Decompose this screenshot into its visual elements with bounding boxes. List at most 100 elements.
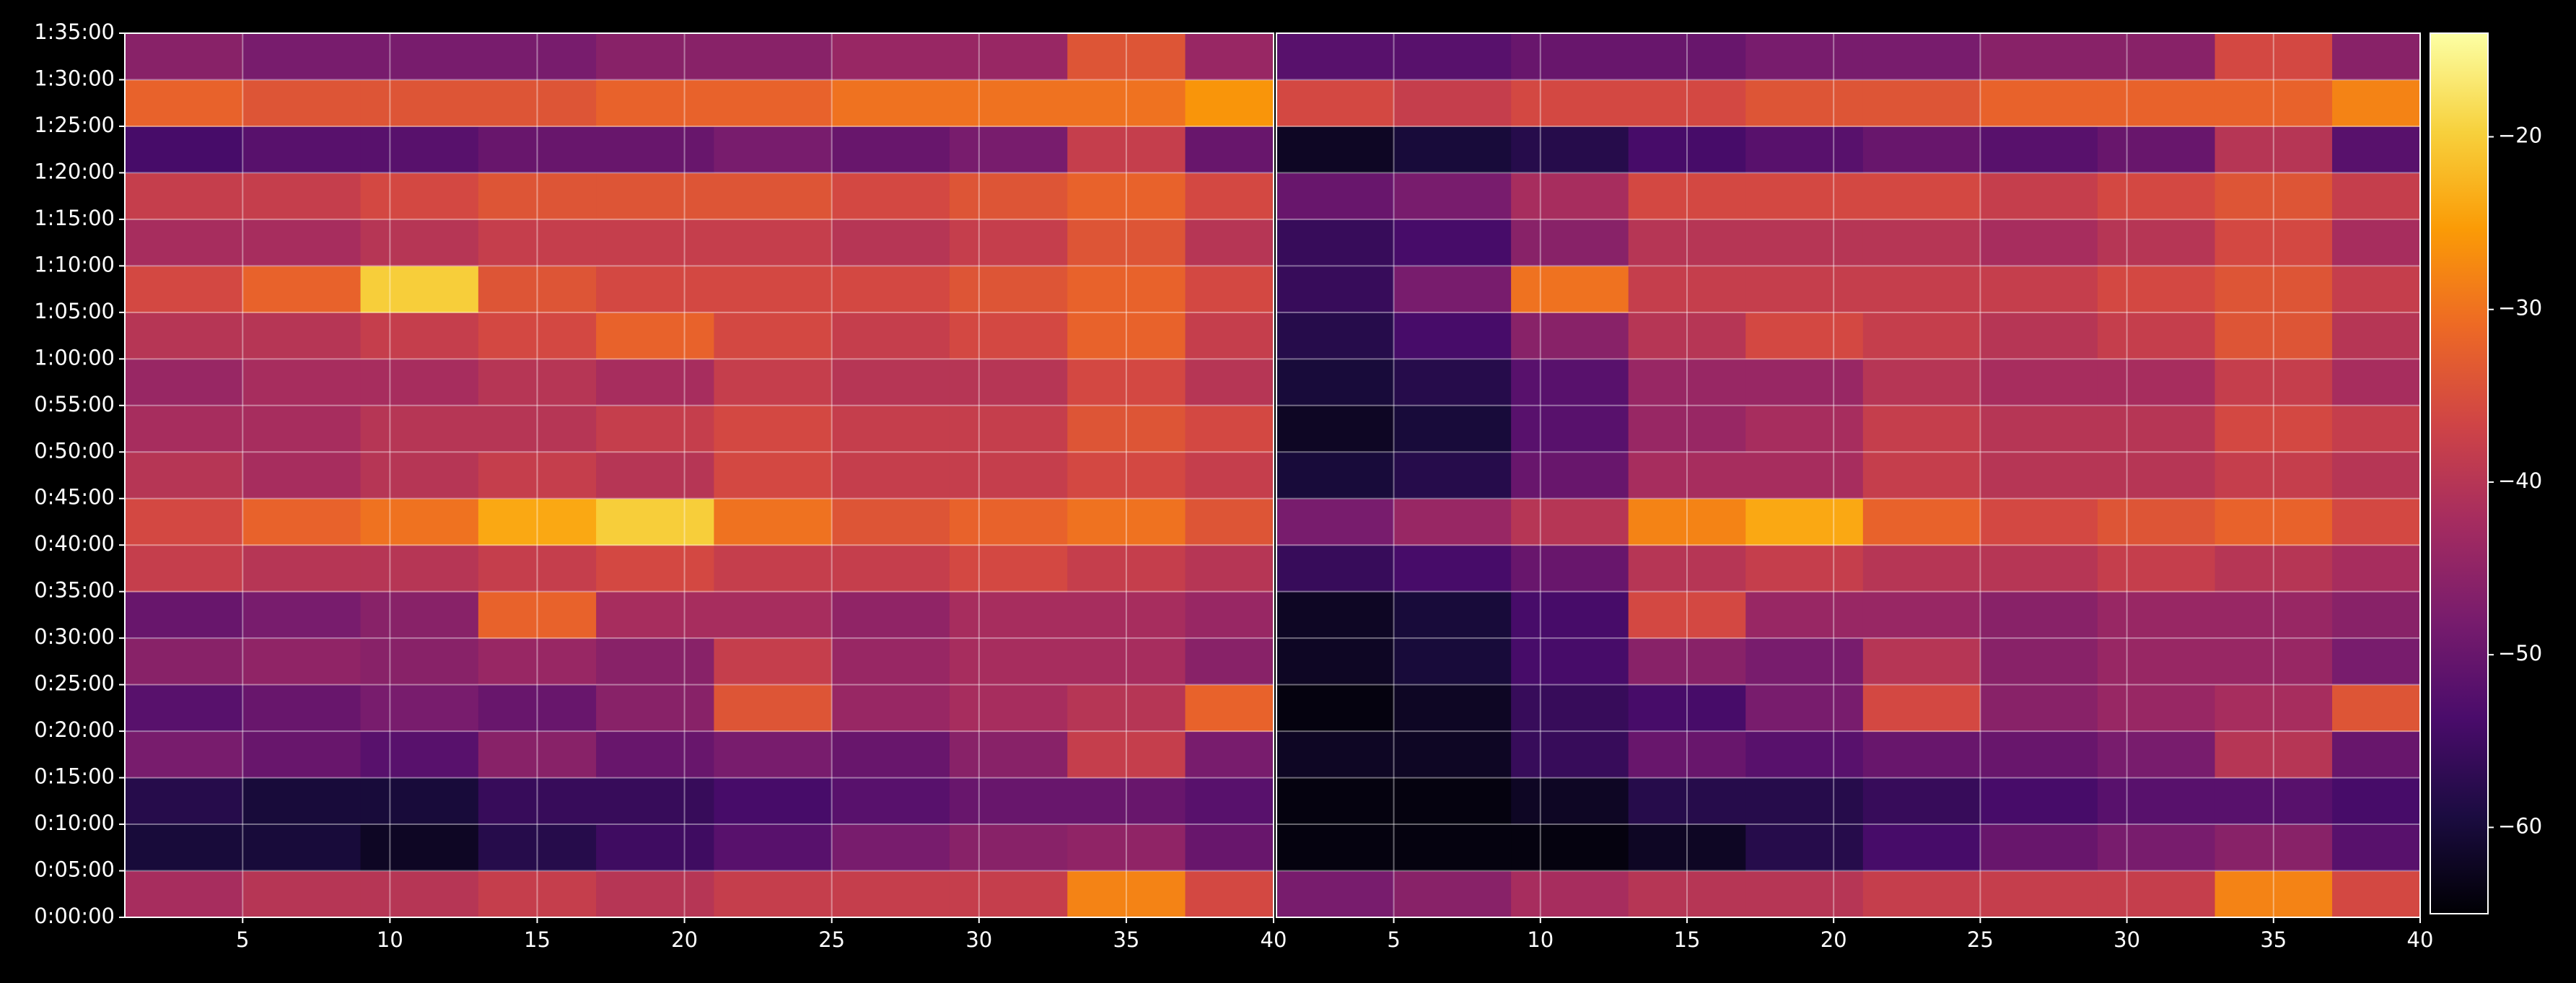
x-tick-label: 25 — [818, 927, 845, 952]
x-tick-label: 10 — [377, 927, 403, 952]
heatmap-cell — [1980, 126, 2098, 173]
heatmap-cell — [596, 452, 714, 499]
heatmap-cell — [1185, 79, 1274, 127]
heatmap-cell — [242, 452, 362, 499]
heatmap-cell — [1511, 452, 1629, 499]
heatmap-cell — [1862, 219, 1981, 266]
heatmap-cell — [1067, 219, 1186, 266]
heatmap-cell — [1628, 638, 1746, 686]
heatmap-cell — [242, 591, 362, 639]
heatmap-cell — [831, 405, 950, 453]
heatmap-cell — [596, 79, 714, 127]
y-tick-label: 0:20:00 — [34, 717, 115, 742]
heatmap-cell — [478, 870, 597, 918]
heatmap-cell — [831, 172, 950, 220]
heatmap-cell — [1980, 684, 2098, 732]
heatmap-cell — [831, 638, 950, 686]
heatmap-cell — [2214, 731, 2333, 779]
heatmap-cell — [596, 684, 714, 732]
x-tick-label: 10 — [1527, 927, 1554, 952]
heatmap-cell — [1511, 870, 1629, 918]
heatmap-cell — [478, 172, 597, 220]
heatmap-cell — [242, 79, 362, 127]
y-tick-label: 1:15:00 — [34, 206, 115, 230]
heatmap-cell — [360, 359, 479, 406]
heatmap-cell — [2332, 79, 2421, 127]
y-tick-label: 1:10:00 — [34, 252, 115, 276]
x-tick-label: 25 — [1967, 927, 1994, 952]
heatmap-cell — [1511, 172, 1629, 220]
heatmap-cell — [242, 219, 362, 266]
heatmap-cell — [1511, 638, 1629, 686]
heatmap-cell — [360, 638, 479, 686]
heatmap-cell — [714, 172, 833, 220]
heatmap-cell — [714, 824, 833, 872]
heatmap-cell — [949, 452, 1068, 499]
heatmap-cell — [1185, 452, 1274, 499]
heatmap-cell — [2214, 359, 2333, 406]
heatmap-cell — [1511, 79, 1629, 127]
heatmap-cell — [596, 777, 714, 825]
heatmap-cell — [1393, 591, 1512, 639]
heatmap-cell — [714, 777, 833, 825]
heatmap-cell — [2332, 498, 2421, 546]
heatmap-cell — [1980, 172, 2098, 220]
heatmap-cell — [1276, 591, 1395, 639]
heatmap-cell — [1185, 684, 1274, 732]
y-tick-label: 0:10:00 — [34, 811, 115, 835]
heatmap-cell — [1393, 824, 1512, 872]
heatmap-cell — [1862, 33, 1981, 80]
heatmap-cell — [2214, 126, 2333, 173]
x-tick-label: 15 — [524, 927, 551, 952]
heatmap-cell — [1276, 405, 1395, 453]
heatmap-cell — [478, 266, 597, 313]
heatmap-cell — [714, 591, 833, 639]
x-tick-label: 5 — [1387, 927, 1400, 952]
heatmap-cell — [714, 870, 833, 918]
heatmap-cell — [1511, 126, 1629, 173]
heatmap-cell — [2214, 452, 2333, 499]
heatmap-cell — [2097, 172, 2216, 220]
heatmap-cell — [1862, 266, 1981, 313]
heatmap-cell — [949, 591, 1068, 639]
heatmap-cell — [596, 545, 714, 593]
heatmap-cell — [2214, 79, 2333, 127]
heatmap-cell — [2214, 33, 2333, 80]
heatmap-cell — [2214, 312, 2333, 359]
heatmap-cell — [1745, 591, 1864, 639]
heatmap-cell — [1393, 777, 1512, 825]
heatmap-cell — [1745, 33, 1864, 80]
heatmap-cell — [1393, 731, 1512, 779]
heatmap-cell — [1511, 777, 1629, 825]
heatmap-cell — [360, 452, 479, 499]
heatmap-cell — [1276, 312, 1395, 359]
heatmap-cell — [714, 359, 833, 406]
heatmap-cell — [1511, 731, 1629, 779]
heatmap-cell — [714, 498, 833, 546]
heatmap-cell — [1862, 870, 1981, 918]
heatmap-cell — [831, 359, 950, 406]
heatmap-cell — [1067, 312, 1186, 359]
heatmap-cell — [1628, 452, 1746, 499]
heatmap-cell — [596, 219, 714, 266]
heatmap-cell — [125, 79, 243, 127]
heatmap-cell — [1276, 777, 1395, 825]
heatmap-cell — [2332, 545, 2421, 593]
heatmap-cell — [1185, 498, 1274, 546]
colorbar-tick-label: −20 — [2498, 123, 2542, 148]
heatmap-cell — [478, 219, 597, 266]
heatmap-cell — [1980, 79, 2098, 127]
heatmap-cell — [125, 545, 243, 593]
heatmap-cell — [1745, 731, 1864, 779]
heatmap-cell — [1393, 545, 1512, 593]
heatmap-cell — [2097, 591, 2216, 639]
heatmap-cell — [1980, 824, 2098, 872]
heatmap-cell — [1393, 79, 1512, 127]
heatmap-cell — [1745, 405, 1864, 453]
heatmap-cell — [1980, 498, 2098, 546]
heatmap-cell — [1628, 79, 1746, 127]
heatmap-cell — [714, 126, 833, 173]
heatmap-cell — [1393, 359, 1512, 406]
heatmap-cell — [478, 638, 597, 686]
heatmap-cell — [1862, 126, 1981, 173]
